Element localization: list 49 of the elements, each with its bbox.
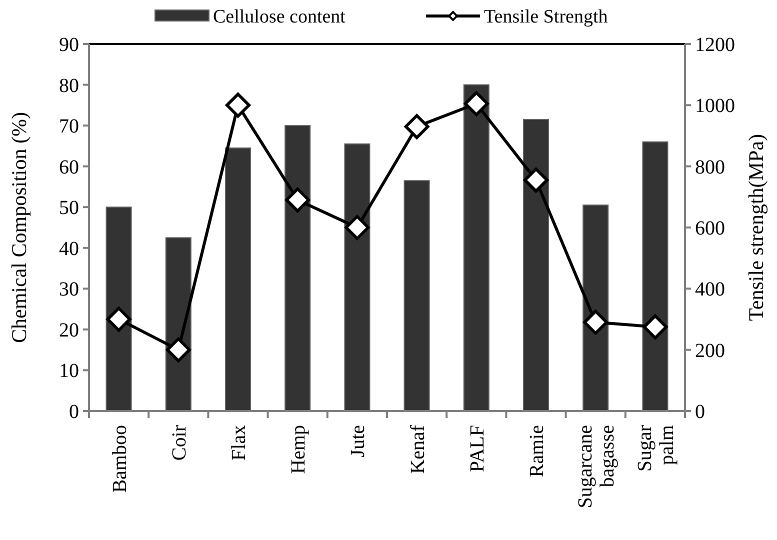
bar bbox=[224, 147, 252, 412]
x-tick-label: Jute bbox=[347, 424, 370, 458]
point bbox=[642, 314, 668, 340]
bar bbox=[284, 125, 311, 412]
point bbox=[285, 187, 310, 212]
legend-label: Cellulose content bbox=[213, 6, 346, 28]
y-tick-label: 30 bbox=[59, 278, 79, 301]
bar bbox=[522, 118, 550, 412]
point bbox=[344, 215, 370, 240]
y2-tick-label: 1200 bbox=[695, 34, 735, 56]
point bbox=[226, 92, 250, 118]
point bbox=[524, 168, 548, 193]
point bbox=[106, 306, 132, 332]
y2-tick-label: 600 bbox=[695, 218, 725, 240]
bar bbox=[582, 204, 609, 412]
y-tick-label: 80 bbox=[59, 74, 79, 97]
y2-tick-label: 400 bbox=[695, 278, 725, 301]
y-tick-label: 40 bbox=[59, 238, 79, 260]
bar bbox=[463, 84, 490, 412]
point bbox=[166, 337, 191, 362]
y-tick-label: 60 bbox=[59, 156, 79, 178]
y-tick-label: 20 bbox=[59, 319, 79, 342]
y2-tick-label: 200 bbox=[695, 340, 725, 362]
y-tick-label: 90 bbox=[59, 34, 79, 56]
y2-tick-label: 800 bbox=[695, 156, 725, 178]
y-tick-label: 10 bbox=[59, 360, 79, 382]
x-tick-label: Coir bbox=[168, 424, 190, 461]
y-tick-label: 50 bbox=[59, 197, 79, 220]
point bbox=[464, 91, 489, 116]
point bbox=[404, 114, 430, 140]
legend-label: Tensile Strength bbox=[484, 6, 608, 28]
x-tick-label: Hemp bbox=[288, 425, 310, 474]
x-tick-label: Flax bbox=[228, 425, 250, 461]
x-tick-label: PALF bbox=[466, 425, 488, 472]
bar bbox=[344, 143, 370, 412]
y-axis-title: Chemical Composition (%) bbox=[7, 112, 31, 343]
bar bbox=[404, 180, 430, 412]
x-tick-label: Bamboo bbox=[108, 425, 131, 493]
bar bbox=[642, 141, 668, 412]
y2-tick-label: 1000 bbox=[695, 95, 735, 118]
y2-tick-label: 0 bbox=[695, 401, 705, 423]
x-tick-label: Ramie bbox=[526, 424, 548, 478]
x-tick-label: Sugarcane bagasse bbox=[574, 424, 619, 508]
y-tick-label: 0 bbox=[69, 401, 79, 423]
point bbox=[583, 310, 608, 335]
bar bbox=[106, 206, 132, 412]
y2-axis-title: Tensile strength(MPa) bbox=[744, 134, 768, 321]
y-tick-label: 70 bbox=[59, 116, 79, 138]
x-tick-label: Kenaf bbox=[406, 424, 429, 474]
